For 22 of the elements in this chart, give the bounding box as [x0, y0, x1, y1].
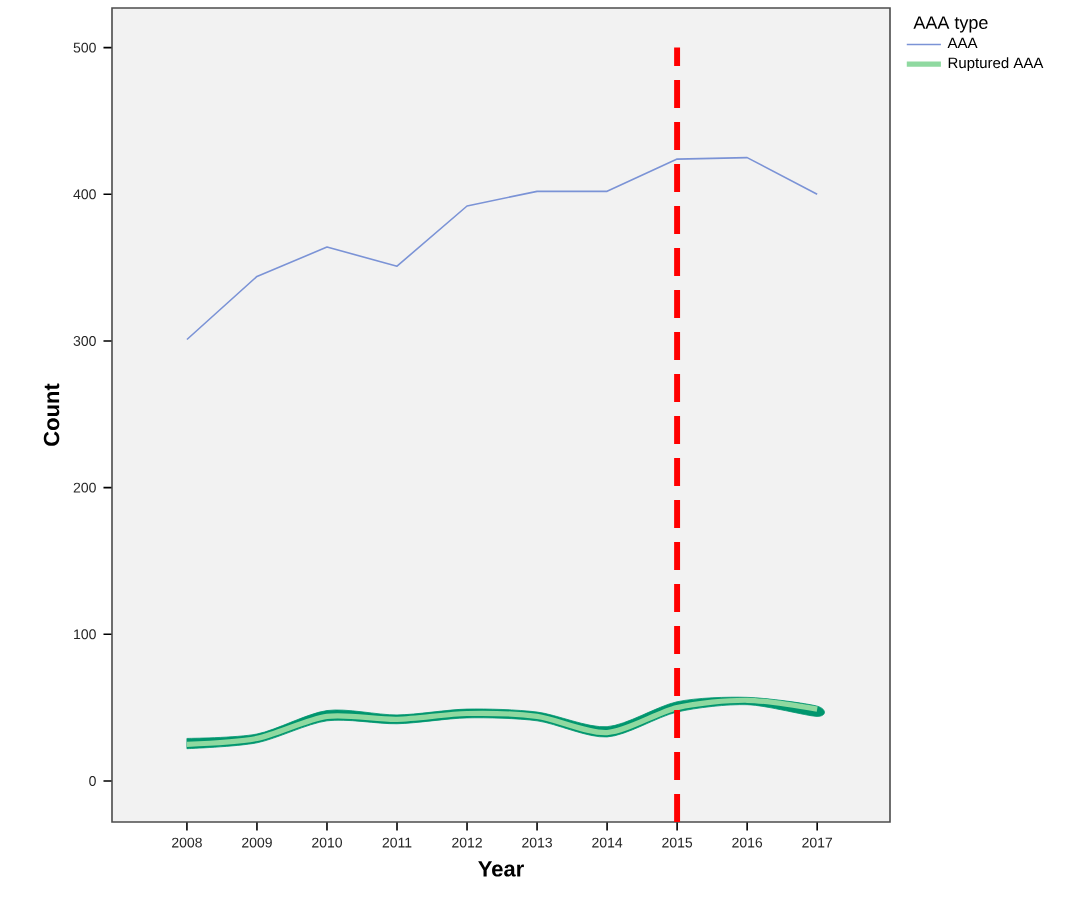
- y-tick-label: 400: [73, 189, 96, 200]
- y-tick-label: 500: [73, 42, 96, 53]
- x-tick-label: 2008: [172, 837, 202, 848]
- legend-label: Ruptured AAA: [948, 57, 1044, 72]
- x-tick-label: 2012: [452, 837, 482, 848]
- x-tick-label: 2009: [242, 837, 272, 848]
- y-axis-title: Count: [43, 383, 60, 446]
- y-tick-label: 200: [73, 482, 96, 493]
- y-tick-label: 100: [74, 629, 96, 640]
- line-series: [186, 156, 818, 341]
- x-tick-label: 2011: [382, 837, 412, 848]
- x-tick-label: 2017: [802, 837, 833, 848]
- y-tick-label: 0: [89, 776, 96, 786]
- y-tick-label: 300: [73, 336, 96, 346]
- x-axis-title: Year: [478, 861, 524, 877]
- legend-title: AAA type: [913, 16, 988, 33]
- x-tick-label: 2010: [312, 837, 343, 848]
- x-tick-label: 2016: [732, 837, 763, 848]
- x-tick-label: 2014: [592, 837, 623, 848]
- x-tick-label: 2013: [522, 837, 552, 848]
- legend-label: AAA: [947, 37, 978, 49]
- x-tick-label: 2015: [662, 837, 693, 848]
